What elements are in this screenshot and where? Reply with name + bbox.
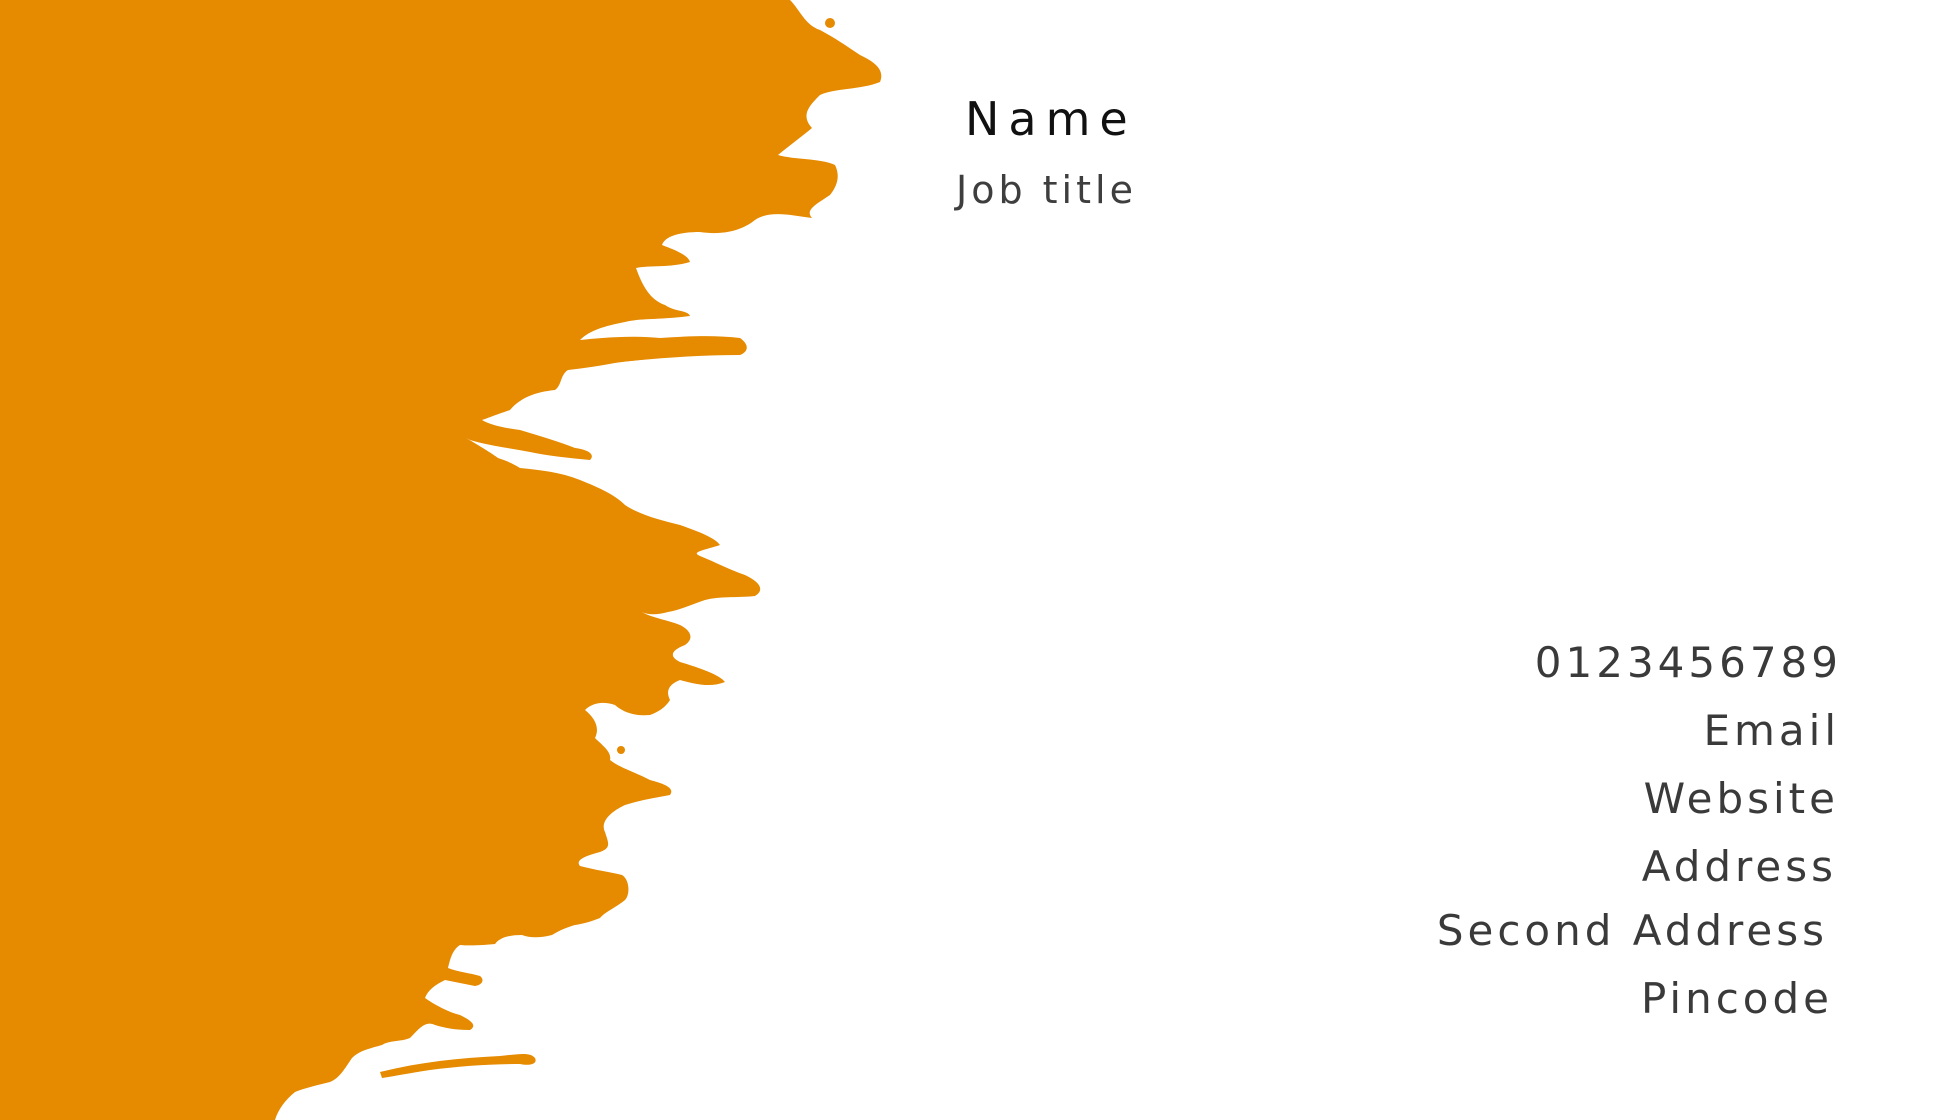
phone-number: 0123456789 <box>1534 638 1842 687</box>
website: Website <box>1643 774 1839 823</box>
address: Address <box>1641 842 1837 891</box>
pincode: Pincode <box>1641 974 1833 1023</box>
email: Email <box>1703 706 1840 755</box>
job-title: Job title <box>956 168 1137 212</box>
person-name: Name <box>965 92 1137 146</box>
second-address: Second Address <box>1436 906 1828 955</box>
